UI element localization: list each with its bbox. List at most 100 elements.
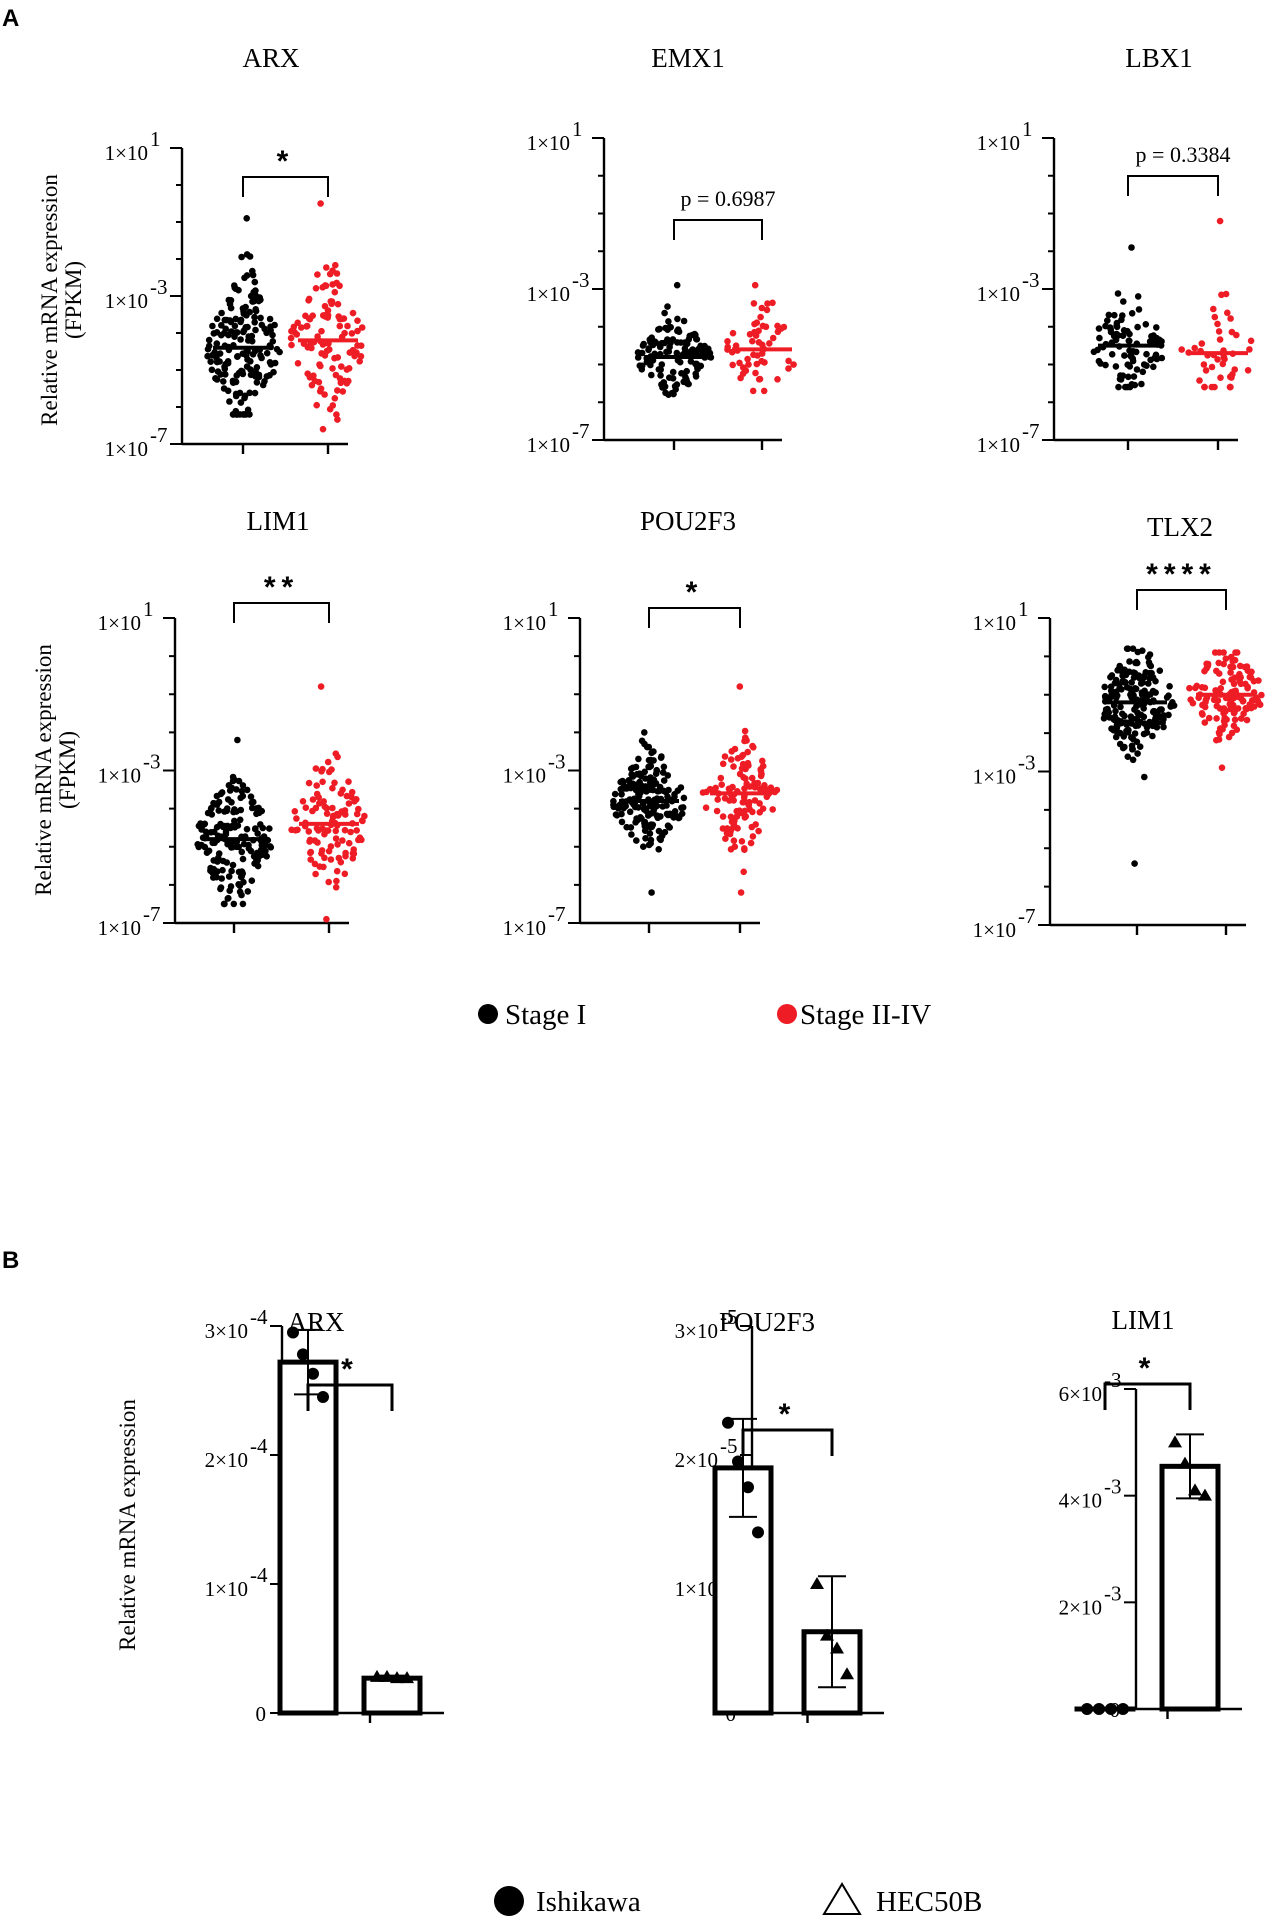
data-point [1134,323,1141,331]
data-point [1241,663,1249,671]
y-tick-exponent: -7 [548,902,566,926]
data-point [758,357,765,365]
data-point [742,798,749,806]
data-point [1152,677,1159,685]
data-point [249,298,256,305]
data-point [681,370,688,377]
data-point [741,814,749,821]
panel-b-letter: B [2,1247,19,1274]
data-point [764,300,771,307]
data-point [660,763,668,771]
bracket-line [1127,175,1219,196]
y-tick-base: 2×10 [675,1448,718,1472]
data-point [1214,356,1221,363]
y-tick-exponent: 1 [150,127,161,151]
y-tick-label: 6×10 [1059,1382,1102,1406]
data-point [1123,721,1130,728]
data-point [294,360,302,367]
data-point [1128,720,1135,727]
data-point [246,389,253,397]
data-point [225,331,232,339]
y-tick-base: 2×10 [205,1448,248,1472]
data-point [313,401,321,409]
y-tick-label: 1×10 [98,611,141,635]
data-point [238,253,245,261]
significance-label: p = 0.3384 [1136,142,1231,167]
data-point [623,823,630,831]
data-point [232,378,240,386]
y-tick-exponent: -7 [150,423,168,447]
data-point [1218,764,1226,771]
data-point [219,857,227,865]
data-point [207,864,214,872]
data-point [298,324,305,331]
data-point [223,805,231,812]
data-point [247,847,255,855]
data-point [319,425,327,433]
data-point [332,750,340,757]
data-point [657,372,664,379]
data-point [251,389,259,397]
y-tick-exponent: -7 [1022,419,1040,443]
chart-title: LBX1 [1125,43,1193,73]
data-point [293,815,300,822]
data-point [742,367,750,375]
data-point [237,873,245,881]
data-point [730,837,738,844]
data-point [1102,322,1109,330]
data-point [390,1671,404,1684]
data-point [1227,315,1234,322]
y-tick-exponent: -3 [1104,1581,1122,1605]
data-point [247,358,254,365]
data-point [288,341,295,349]
data-point [1124,327,1131,335]
data-point [322,282,330,290]
y-tick-label: 3×10 [205,1319,248,1343]
data-point [354,317,361,325]
data-point [287,334,295,342]
data-point [240,328,247,336]
data-point [1165,711,1172,719]
data-point [641,827,649,834]
data-point [195,822,203,830]
data-point [323,264,330,271]
chart-title: ARX [242,43,300,73]
data-point [228,799,235,806]
data-point [271,359,279,367]
data-point [749,833,757,840]
data-point [730,763,737,770]
data-point [347,828,354,836]
data-point [329,365,336,372]
data-point [1145,680,1152,687]
data-point [1126,383,1134,391]
data-point [1107,683,1115,690]
data-point [756,809,764,816]
data-point [1211,649,1219,656]
data-point [676,358,684,366]
data-point [227,304,235,312]
series-stage-ii-iv [1186,649,1265,771]
data-point [1111,311,1118,319]
y-tick-base: 1×10 [973,611,1016,635]
data-point [681,339,688,346]
data-point [315,827,322,834]
y-tick-label: 1×10 [527,433,570,457]
series-stage-ii-iv [699,683,781,896]
data-point [314,271,321,278]
data-point [358,836,365,844]
significance-label: ** [264,571,299,604]
data-point [306,836,314,844]
data-point [1247,337,1255,345]
data-point [722,835,729,842]
data-point [227,297,235,304]
data-point [229,861,237,869]
data-point [320,798,328,805]
data-point [353,827,361,834]
data-point [660,379,667,386]
significance-label: * [686,576,704,609]
data-point [243,272,251,279]
data-point [1213,736,1220,744]
data-point [1141,673,1148,681]
